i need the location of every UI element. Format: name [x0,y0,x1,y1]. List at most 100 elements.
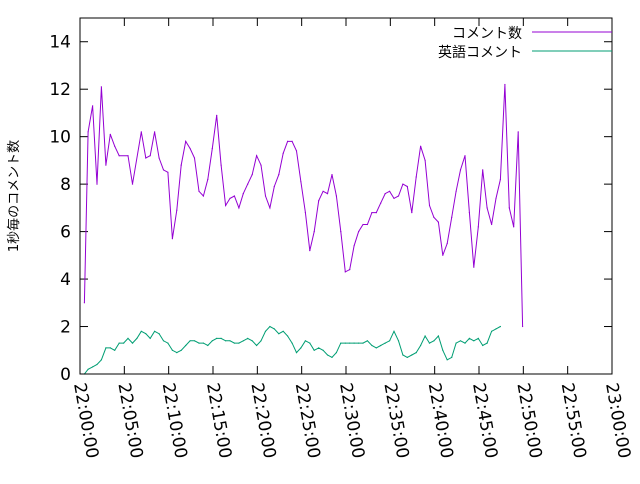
data-point [304,212,306,214]
data-point [109,133,111,135]
data-point [499,178,501,180]
data-point [225,204,227,207]
data-point [127,337,129,339]
data-point [446,359,448,361]
data-point [211,147,213,150]
data-point [415,176,417,178]
data-point [287,140,289,142]
data-point [313,231,315,233]
data-point [176,209,178,211]
data-point [428,342,431,344]
data-point [380,202,382,204]
data-point [464,155,466,157]
data-point [251,174,253,176]
data-point [92,366,94,368]
data-point [149,337,151,339]
data-point [322,349,324,351]
data-point [300,181,302,183]
data-point [366,340,368,342]
data-point [353,245,355,247]
data-point [207,344,209,347]
data-point [109,347,111,349]
data-point [114,349,116,351]
data-point [180,349,182,351]
data-point [411,212,413,214]
data-point [264,330,267,332]
data-point [171,238,173,240]
y-tick-label: 8 [60,175,71,195]
data-point [291,140,293,142]
data-point [189,340,191,342]
data-point [451,216,453,218]
data-point [459,169,462,171]
data-point [473,266,475,268]
data-point [185,140,187,142]
data-point [371,212,373,214]
data-point [123,342,125,344]
y-tick-label: 2 [60,318,71,338]
data-point [193,157,196,159]
data-point [198,342,200,344]
data-point [495,197,497,199]
data-point [326,193,329,195]
data-point [477,337,479,339]
y-axis-label: 1秒毎のコメント数 [6,140,22,252]
data-point [522,325,524,328]
data-point [295,150,298,152]
data-point [442,254,444,256]
data-point [238,207,240,209]
data-point [491,223,493,226]
y-tick-label: 14 [49,33,71,53]
y-tick-label: 0 [60,365,71,385]
data-point [193,340,196,342]
data-point [477,226,479,228]
data-point [473,340,475,342]
data-point [362,342,364,344]
series-1 [83,83,524,328]
data-point [291,342,293,344]
data-point [415,352,417,354]
data-point [105,164,107,166]
data-point [331,356,333,358]
data-point [247,183,249,185]
data-point [428,204,431,207]
data-point [349,269,351,271]
data-point [114,145,116,147]
data-point [96,183,98,185]
data-point [380,344,382,347]
data-point [242,193,244,195]
data-point [229,340,231,342]
data-point [406,185,408,188]
data-point [309,250,311,252]
data-point [145,333,147,335]
data-point [335,352,337,354]
data-point [389,190,391,192]
data-point [366,223,368,226]
data-point [424,335,426,337]
data-point [264,195,267,197]
data-point [397,195,400,197]
data-point [464,342,466,344]
data-point [504,83,506,86]
data-point [154,330,156,332]
data-point [406,356,408,358]
data-point [508,207,510,209]
data-point [87,368,89,370]
data-point [189,147,191,150]
data-point [375,212,377,214]
data-point [247,337,249,339]
data-point [349,342,351,344]
data-point [304,340,306,342]
plot-frame [79,17,613,375]
data-point [256,155,258,157]
data-point [322,190,324,192]
data-point [482,344,484,347]
data-point [433,340,435,342]
y-tick-label: 12 [49,80,71,100]
data-point [83,302,85,304]
y-tick-label: 4 [60,270,71,290]
data-point [353,342,355,344]
data-point [420,344,422,347]
data-point [145,157,147,159]
